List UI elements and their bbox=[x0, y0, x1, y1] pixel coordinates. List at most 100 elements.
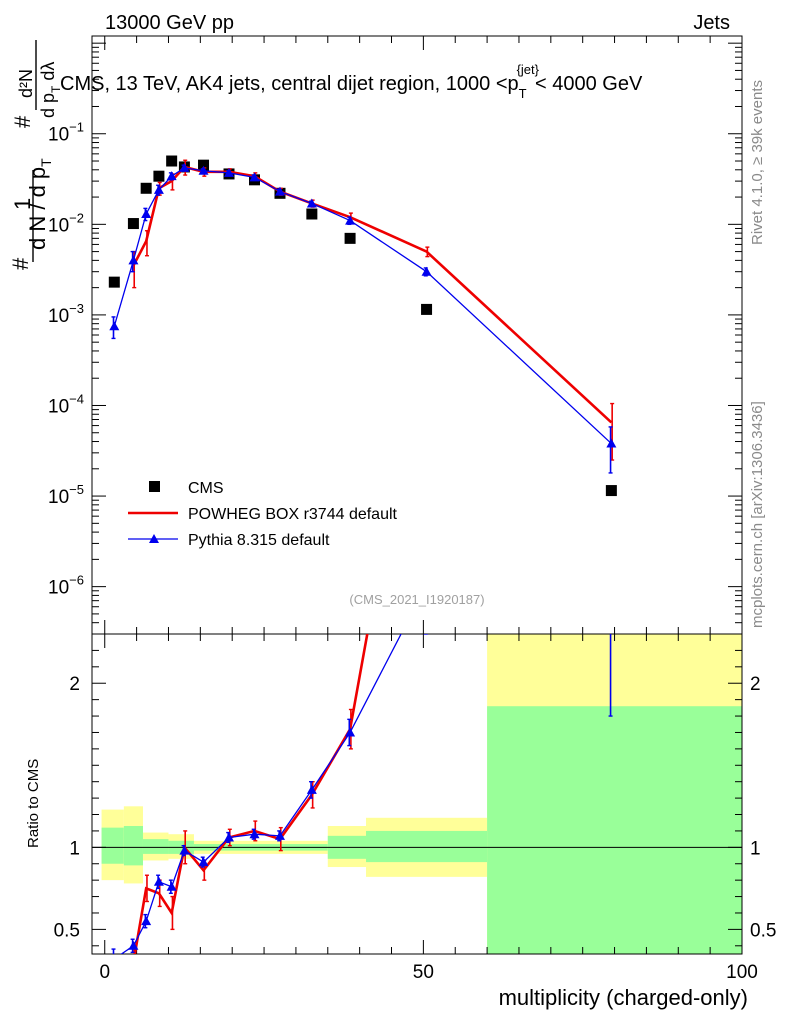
pythia-ratio-point bbox=[166, 881, 177, 891]
pythia-ratio-point bbox=[114, 953, 115, 954]
legend-label: Pythia 8.315 default bbox=[188, 532, 330, 549]
cms-data-point bbox=[344, 232, 356, 244]
ratio-plot-frame bbox=[91, 633, 743, 955]
main-y-tick-label: 10−3 bbox=[48, 301, 84, 327]
analysis-id: (CMS_2021_I1920187) bbox=[349, 592, 484, 607]
plot-title-tail: < 4000 GeV bbox=[535, 73, 643, 95]
pythia-ratio-point bbox=[179, 845, 190, 855]
y-label-hash-mid: # bbox=[10, 115, 35, 128]
main-y-tick-base: 10 bbox=[48, 578, 69, 599]
legend-label: CMS bbox=[188, 480, 224, 497]
plot-title-main: CMS, 13 TeV, AK4 jets, central dijet reg… bbox=[60, 73, 519, 95]
ratio-band-green bbox=[366, 830, 488, 863]
y-label-numerator: d²N bbox=[16, 69, 36, 98]
main-series bbox=[108, 155, 617, 497]
main-y-tick-label: 10−2 bbox=[48, 210, 84, 236]
cms-data-point bbox=[166, 155, 178, 167]
ratio-series bbox=[111, 580, 613, 954]
legend: CMS POWHEG BOX r3744 default Pythia 8.315 … bbox=[128, 480, 398, 549]
x-tick-label: 100 bbox=[726, 962, 758, 983]
pythia-data-point bbox=[153, 184, 164, 194]
cms-data-point bbox=[605, 485, 617, 497]
pythia-data-point bbox=[606, 438, 617, 448]
pythia-ratio-point bbox=[153, 876, 164, 886]
main-y-tick-base: 10 bbox=[48, 306, 69, 327]
ratio-y-tick-label-left: 2 bbox=[69, 674, 80, 695]
cms-data-point bbox=[127, 218, 139, 230]
y-label-numerator-den-tail: dλ bbox=[38, 62, 58, 86]
powheg-line bbox=[132, 165, 613, 424]
ratio-y-label: Ratio to CMS bbox=[25, 759, 42, 848]
ratio-band-green bbox=[487, 706, 742, 954]
pythia-ratio-point bbox=[306, 784, 317, 794]
cms-data-point bbox=[306, 208, 318, 220]
ratio-y-tick-label-right: 0.5 bbox=[750, 920, 776, 941]
y-label-numerator-den: d pT dλ bbox=[38, 62, 63, 118]
pythia-data-point bbox=[128, 255, 139, 265]
pythia-data-point bbox=[198, 165, 209, 175]
ratio-y-tick-label-left: 1 bbox=[69, 838, 80, 859]
main-y-axis-label: # 1 d N / d pT # d²N d pT dλ bbox=[8, 40, 63, 270]
pythia-data-point bbox=[345, 215, 356, 225]
ratio-bands bbox=[92, 634, 742, 954]
cms-data-point bbox=[140, 182, 152, 194]
pythia-ratio-point bbox=[274, 830, 285, 840]
pythia-ratio-point bbox=[422, 580, 432, 589]
main-y-tick-base: 10 bbox=[48, 125, 69, 146]
main-y-tick-exp: −3 bbox=[69, 301, 84, 316]
pythia-data-point bbox=[274, 186, 285, 196]
plot-title: CMS, 13 TeV, AK4 jets, central dijet reg… bbox=[60, 62, 643, 101]
pythia-data-point bbox=[421, 266, 432, 276]
pythia-ratio-point bbox=[128, 940, 139, 950]
main-y-tick-base: 10 bbox=[48, 487, 69, 508]
legend-label: POWHEG BOX r3744 default bbox=[188, 506, 398, 523]
ratio-band-green bbox=[142, 839, 169, 854]
pythia-data-point bbox=[109, 321, 120, 331]
y-label-denominator-sub: T bbox=[38, 158, 54, 167]
pythia-ratio-point bbox=[345, 727, 356, 737]
main-y-tick-exp: −5 bbox=[69, 482, 84, 497]
x-tick-label: 50 bbox=[413, 962, 434, 983]
pythia-ratio-point bbox=[198, 857, 209, 867]
main-y-tick-label: 10−6 bbox=[48, 573, 84, 599]
plot-title-sup: {jet} bbox=[517, 62, 540, 77]
x-axis-label: multiplicity (charged-only) bbox=[499, 985, 748, 1010]
pythia-data-point bbox=[224, 167, 235, 177]
side-label-rivet: Rivet 4.1.0, ≥ 39k events bbox=[749, 80, 766, 245]
x-tick-label: 0 bbox=[99, 962, 110, 983]
main-y-tick-exp: −2 bbox=[69, 210, 84, 225]
ratio-y-tick-label-left: 0.5 bbox=[54, 920, 80, 941]
main-y-tick-base: 10 bbox=[48, 215, 69, 236]
main-y-ticks: 10−110−210−310−410−510−6 bbox=[48, 42, 742, 635]
ratio-band-green bbox=[101, 827, 124, 864]
y-label-denominator: d N / d pT bbox=[25, 158, 54, 250]
cms-data-point bbox=[153, 170, 165, 182]
legend-marker-pythia bbox=[149, 534, 159, 543]
pythia-ratio-line bbox=[120, 634, 402, 954]
ratio-y-ticks: 0.5 0.5 1 1 2 2 bbox=[54, 633, 776, 947]
header-left: 13000 GeV pp bbox=[105, 12, 234, 34]
side-label-mcplots: mcplots.cern.ch [arXiv:1306.3436] bbox=[749, 401, 766, 628]
main-y-tick-base: 10 bbox=[48, 396, 69, 417]
y-label-denominator-text: d N / d p bbox=[25, 167, 50, 250]
pythia-line bbox=[113, 167, 612, 445]
y-label-numerator-den-text: d p bbox=[38, 93, 58, 118]
main-y-tick-exp: −6 bbox=[69, 573, 84, 588]
cms-data-point bbox=[421, 303, 433, 315]
ratio-band-green bbox=[123, 826, 143, 866]
ratio-y-tick-label-right: 2 bbox=[750, 674, 761, 695]
ratio-y-tick-label-right: 1 bbox=[750, 838, 761, 859]
pythia-data-point bbox=[306, 198, 317, 208]
pythia-ratio-point bbox=[141, 916, 152, 926]
y-label-numerator-den-sub: T bbox=[49, 85, 63, 93]
pythia-ratio-point bbox=[249, 829, 260, 839]
main-y-tick-label: 10−4 bbox=[48, 391, 84, 417]
pythia-data-point bbox=[166, 171, 177, 181]
main-y-tick-exp: −1 bbox=[69, 120, 84, 135]
pythia-data-point bbox=[179, 162, 190, 172]
main-y-tick-exp: −4 bbox=[69, 391, 84, 406]
legend-marker-cms bbox=[149, 481, 160, 492]
pythia-data-point bbox=[249, 172, 260, 182]
cms-data-point bbox=[198, 159, 210, 171]
